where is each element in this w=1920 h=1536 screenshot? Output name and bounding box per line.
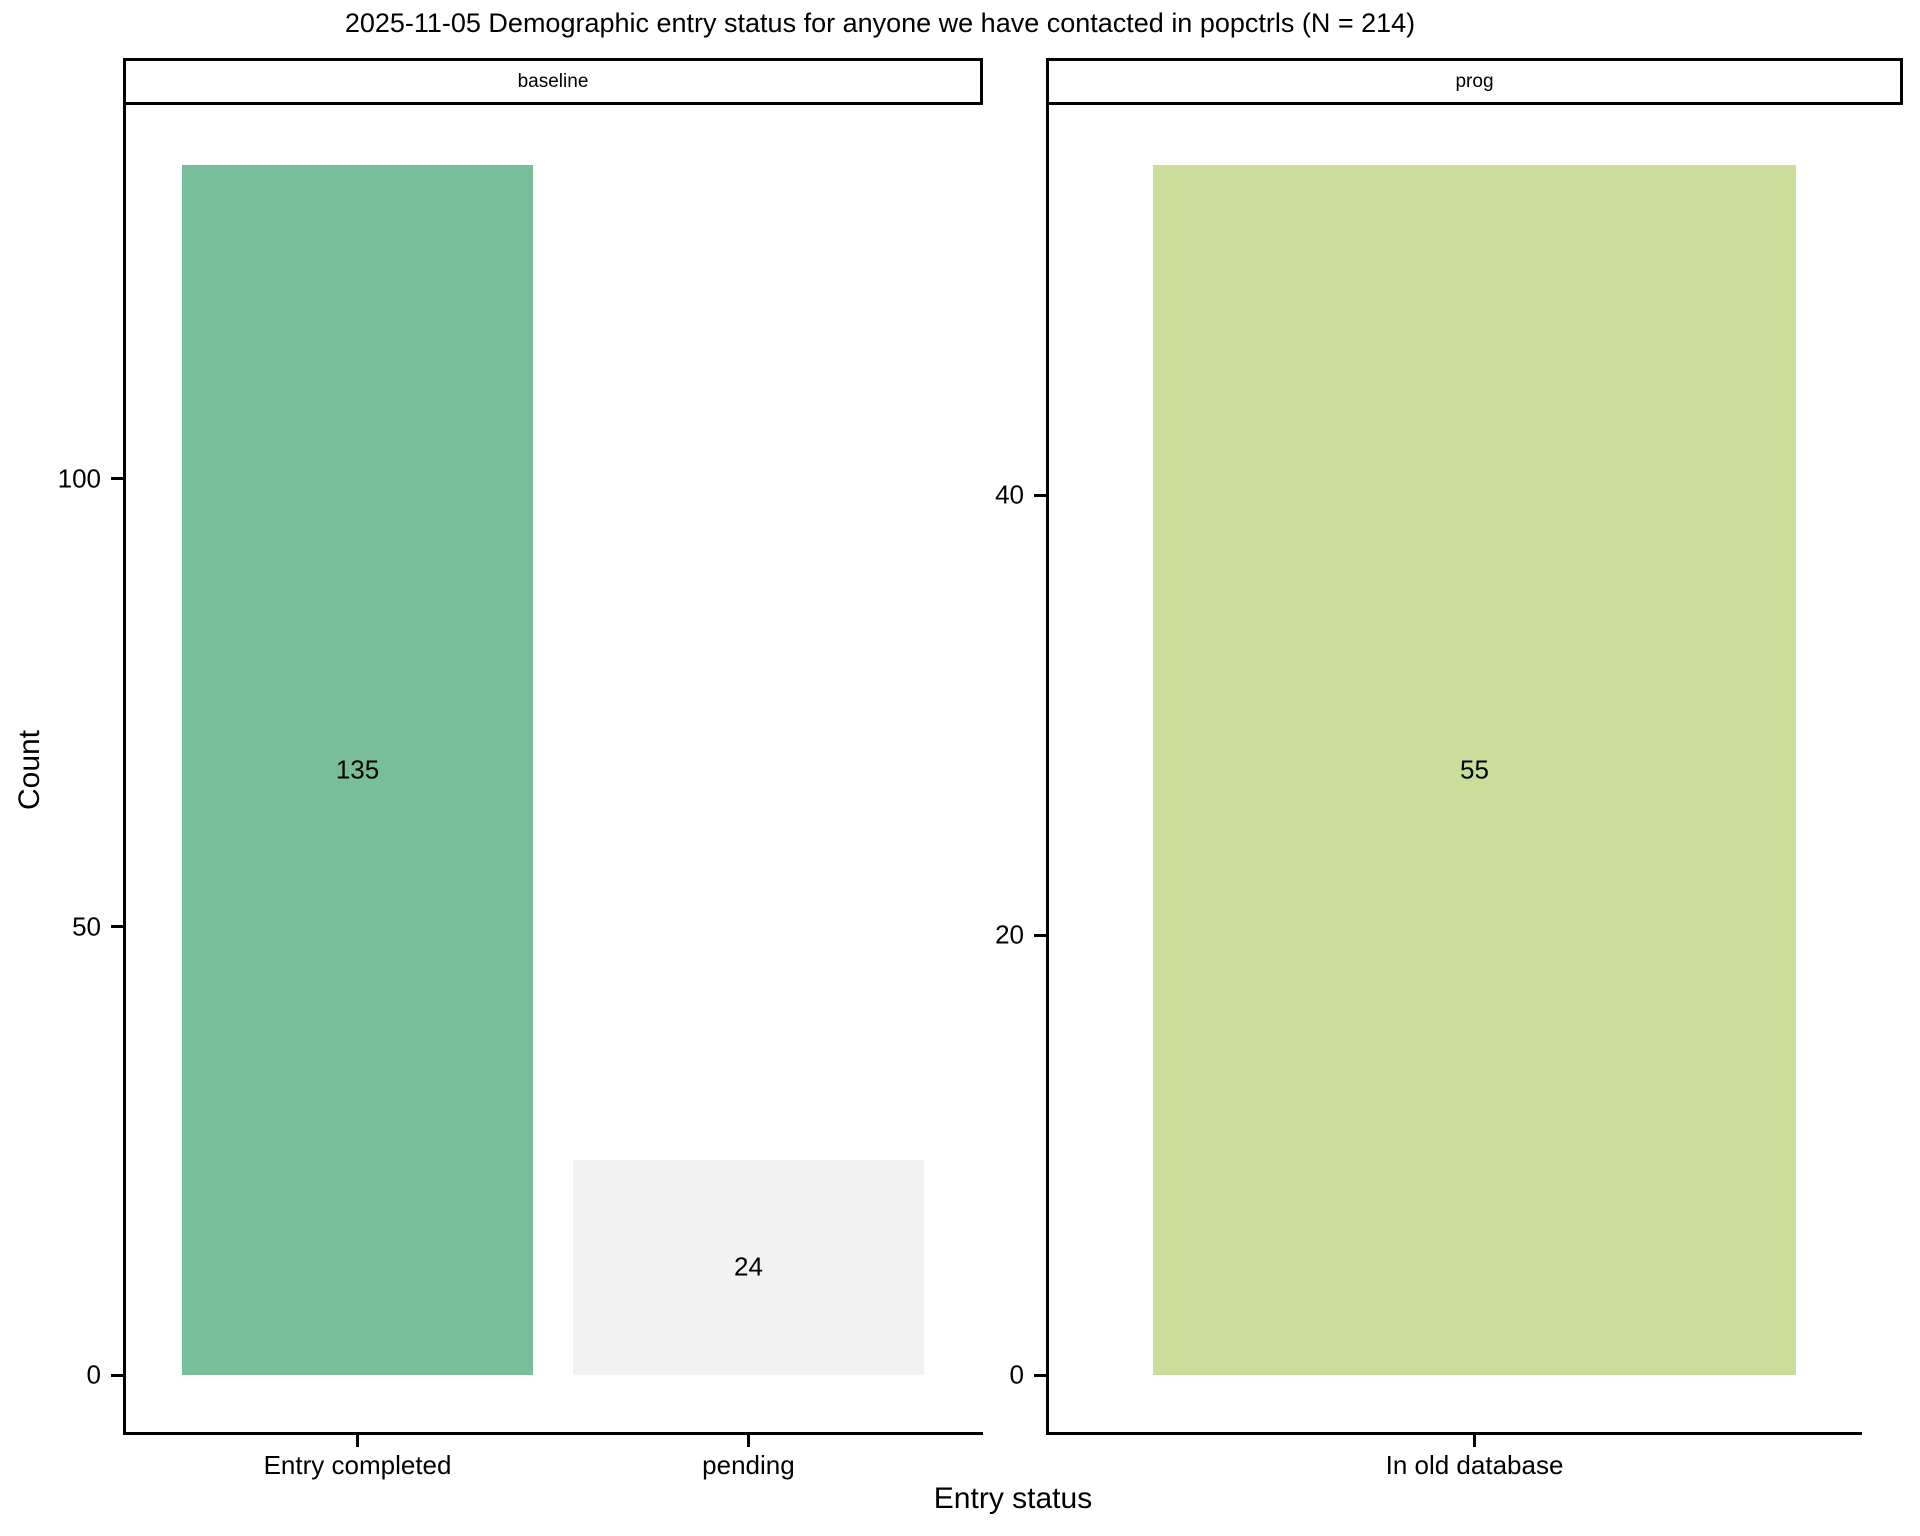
y-axis-line: [1046, 105, 1049, 1435]
y-tick-label: 20: [995, 919, 1024, 950]
y-tick-mark: [111, 1373, 123, 1377]
y-tick-label: 0: [86, 1359, 101, 1390]
y-tick-label: 40: [995, 479, 1024, 510]
bar: [572, 1159, 925, 1375]
y-tick-mark: [1034, 1373, 1046, 1377]
x-tick-label: Entry completed: [263, 1450, 452, 1480]
x-axis-line: [123, 1432, 983, 1435]
bar: [1153, 165, 1796, 1375]
x-tick-mark: [1473, 1435, 1476, 1447]
chart-title: 2025-11-05 Demographic entry status for …: [344, 8, 1416, 38]
y-tick-label: 50: [72, 911, 101, 942]
y-tick-mark: [1034, 933, 1046, 937]
y-tick-label: 100: [57, 463, 101, 494]
bar-value-label: 24: [733, 1251, 763, 1282]
y-axis-title: Count: [13, 729, 46, 811]
facet-strip: prog: [1046, 58, 1903, 105]
x-axis-line: [1046, 1432, 1862, 1435]
y-tick-label: 0: [1009, 1359, 1024, 1390]
y-tick-mark: [111, 477, 123, 481]
x-tick-label: In old database: [1385, 1450, 1564, 1480]
facet-strip: baseline: [123, 58, 983, 105]
y-tick-mark: [1034, 493, 1046, 497]
x-tick-mark: [356, 1435, 360, 1447]
x-tick-mark: [746, 1435, 750, 1447]
bar-value-label: 135: [335, 754, 380, 785]
y-tick-mark: [111, 925, 123, 929]
x-axis-title: Entry status: [933, 1482, 1093, 1515]
x-tick-label: pending: [702, 1450, 795, 1480]
y-axis-line: [123, 105, 126, 1435]
bar-value-label: 55: [1460, 754, 1489, 785]
facet-strip-label: baseline: [517, 70, 589, 92]
bar: [181, 165, 534, 1375]
facet-strip-label: prog: [1455, 70, 1494, 92]
